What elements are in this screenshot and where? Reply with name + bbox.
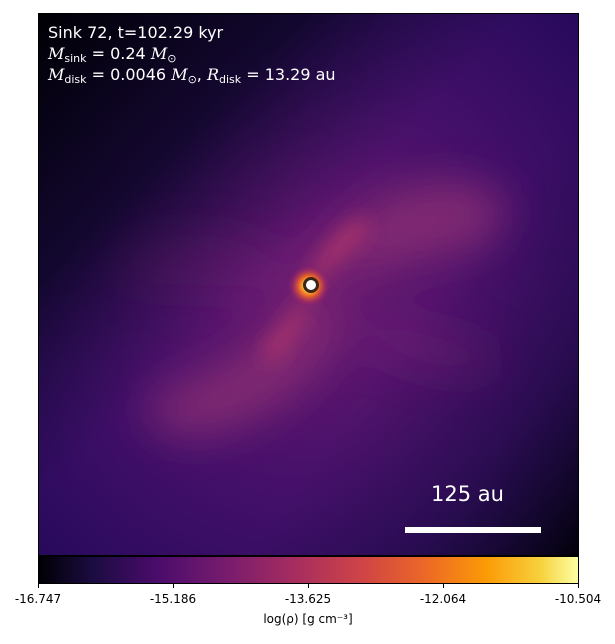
sink-title: Sink 72, t=102.29 kyr bbox=[48, 23, 224, 42]
colorbar-tick-label: -13.625 bbox=[284, 592, 332, 606]
colorbar-tick-label: -10.504 bbox=[554, 592, 602, 606]
sink-mass-line: Msink = 0.24 M⊙ bbox=[48, 44, 177, 65]
colorbar-label: log(ρ) [g cm⁻³] bbox=[263, 612, 353, 626]
scalebar-label: 125 au bbox=[431, 482, 504, 506]
density-map: Sink 72, t=102.29 kyr Msink = 0.24 M⊙ Md… bbox=[38, 13, 579, 556]
colorbar-tick bbox=[443, 583, 444, 588]
colorbar-tick bbox=[38, 583, 39, 588]
sink-annotation: Sink 72, t=102.29 kyr Msink = 0.24 M⊙ Md… bbox=[48, 22, 336, 86]
sink-marker bbox=[303, 277, 319, 293]
colorbar-tick-label: -16.747 bbox=[14, 592, 62, 606]
colorbar-tick bbox=[173, 583, 174, 588]
colorbar-tick bbox=[578, 583, 579, 588]
colorbar bbox=[38, 556, 579, 584]
colorbar-tick-label: -15.186 bbox=[149, 592, 197, 606]
scalebar bbox=[405, 527, 541, 533]
colorbar-tick-label: -12.064 bbox=[419, 592, 467, 606]
disk-line: Mdisk = 0.0046 M⊙, Rdisk = 13.29 au bbox=[48, 65, 336, 86]
colorbar-tick bbox=[308, 583, 309, 588]
